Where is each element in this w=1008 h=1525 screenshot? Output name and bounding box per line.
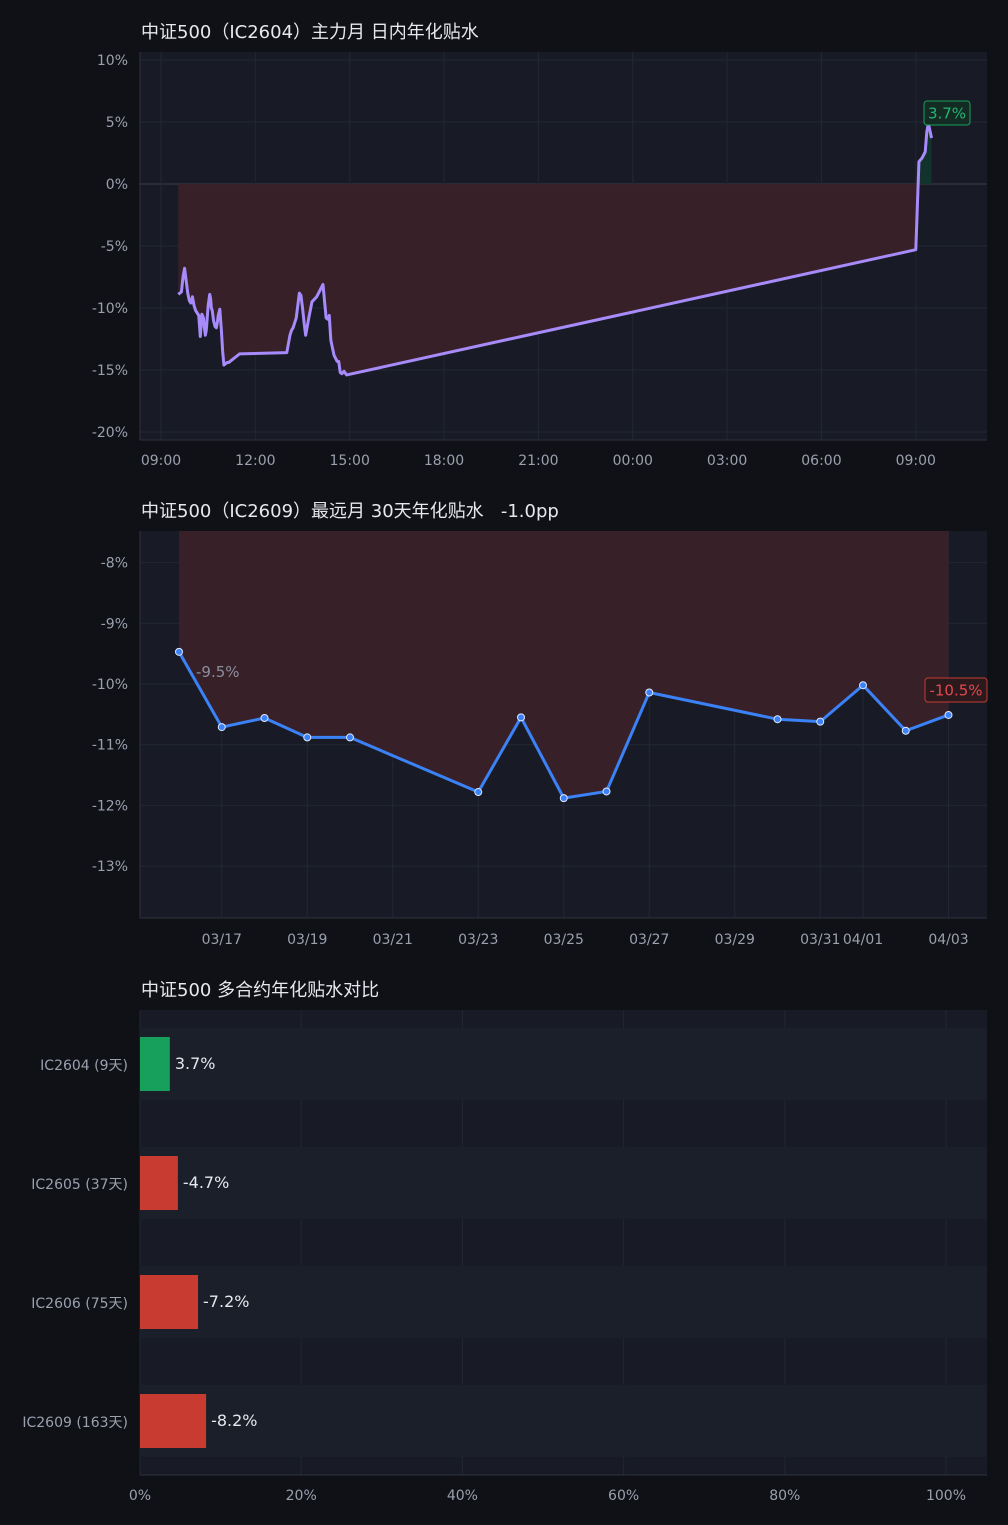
chart3-category-label: IC2609 (163天) xyxy=(22,1415,128,1431)
chart2-data-point xyxy=(175,647,183,656)
chart2-data-point xyxy=(645,688,654,697)
chart2-x-tick: 03/17 xyxy=(202,932,242,948)
chart2-data-point xyxy=(859,681,867,690)
chart2-x-tick: 03/27 xyxy=(629,932,669,948)
chart3-title: 中证500 多合约年化贴水对比 xyxy=(141,980,380,1001)
chart3-bar-value-label: 3.7% xyxy=(175,1054,216,1073)
chart2-title: 中证500（IC2609）最远月 30天年化贴水 -1.0pp xyxy=(141,501,559,522)
chart3-category-label: IC2605 (37天) xyxy=(31,1177,128,1193)
chart1-x-tick: 18:00 xyxy=(424,453,464,469)
chart1-y-tick: 5% xyxy=(106,115,128,131)
chart2-x-tick: 03/29 xyxy=(715,932,755,948)
chart2-data-point xyxy=(217,723,226,732)
chart1-last-label-box xyxy=(923,100,971,126)
chart1-title: 中证500（IC2604）主力月 日内年化贴水 xyxy=(141,22,479,43)
chart2-data-point xyxy=(517,713,525,722)
chart2-y-tick: -11% xyxy=(92,738,128,754)
chart1-series-line xyxy=(177,121,933,377)
chart2-data-point xyxy=(816,717,825,726)
chart3-bar-value-label: -4.7% xyxy=(183,1173,229,1192)
chart3-x-tick: 0% xyxy=(129,1488,151,1504)
chart2-y-tick: -8% xyxy=(101,556,128,572)
chart3-bar xyxy=(140,1156,178,1210)
chart1-y-tick: 0% xyxy=(106,177,128,193)
chart2-last-value-label: -10.5% xyxy=(929,682,982,700)
chart2-x-tick: 03/25 xyxy=(544,932,584,948)
chart2-x-tick: 03/31 xyxy=(800,932,840,948)
chart1-x-tick: 21:00 xyxy=(518,453,558,469)
chart2-data-point xyxy=(901,726,910,735)
chart2-x-tick: 03/21 xyxy=(373,932,413,948)
chart1-x-tick: 12:00 xyxy=(235,453,275,469)
chart2-first-value-label: -9.5% xyxy=(196,663,240,681)
chart2-data-point xyxy=(602,787,611,796)
chart3-x-tick: 100% xyxy=(926,1488,966,1504)
chart2-data-point xyxy=(346,733,354,742)
chart2-y-tick: -12% xyxy=(92,798,128,814)
chart3-row-band xyxy=(140,1266,987,1338)
chart2-y-tick: -13% xyxy=(92,859,128,875)
chart1-x-tick: 09:00 xyxy=(896,453,936,469)
chart2-x-tick: 03/19 xyxy=(287,932,327,948)
chart2-data-point xyxy=(559,794,568,803)
chart3-row-band xyxy=(140,1028,987,1100)
chart2-negative-fill xyxy=(179,531,949,799)
chart1-y-tick: -15% xyxy=(92,363,128,379)
chart2-x-tick: 04/01 xyxy=(843,932,883,948)
chart3-x-tick: 60% xyxy=(608,1488,639,1504)
chart2-data-point xyxy=(474,788,483,797)
chart2-y-tick: -10% xyxy=(92,677,128,693)
chart3-category-label: IC2604 (9天) xyxy=(40,1058,128,1074)
chart1-last-value-label: 3.7% xyxy=(928,105,966,123)
chart3-row-band xyxy=(140,1385,987,1457)
chart1-y-tick: -5% xyxy=(101,239,128,255)
chart1-y-tick: -10% xyxy=(92,301,128,317)
chart3-bar-value-label: -7.2% xyxy=(203,1292,249,1311)
chart1-y-tick: -20% xyxy=(92,425,128,441)
chart2-x-tick: 04/03 xyxy=(928,932,968,948)
chart2-last-label-box xyxy=(924,677,988,703)
chart1-x-tick: 15:00 xyxy=(330,453,370,469)
chart1-x-tick: 09:00 xyxy=(141,453,181,469)
chart1-y-tick: 10% xyxy=(97,53,128,69)
chart2-y-tick: -9% xyxy=(101,616,128,632)
chart2-data-point xyxy=(260,713,269,722)
chart3-bar xyxy=(140,1037,170,1091)
chart3-bar xyxy=(140,1275,199,1329)
chart3-x-tick: 40% xyxy=(447,1488,478,1504)
chart1-negative-fill xyxy=(178,184,919,375)
chart1-x-tick: 00:00 xyxy=(613,453,653,469)
chart3-category-label: IC2606 (75天) xyxy=(31,1296,128,1312)
chart2-data-point xyxy=(773,715,782,724)
chart2-x-tick: 03/23 xyxy=(458,932,498,948)
chart3-bar-value-label: -8.2% xyxy=(211,1411,257,1430)
chart1-x-tick: 03:00 xyxy=(707,453,747,469)
chart2-data-point xyxy=(944,710,953,719)
chart1-x-tick: 06:00 xyxy=(801,453,841,469)
chart3-bar xyxy=(140,1394,207,1448)
chart2-data-point xyxy=(303,733,312,742)
chart3-x-tick: 80% xyxy=(769,1488,800,1504)
chart3-x-tick: 20% xyxy=(286,1488,317,1504)
chart3-row-band xyxy=(140,1147,987,1219)
